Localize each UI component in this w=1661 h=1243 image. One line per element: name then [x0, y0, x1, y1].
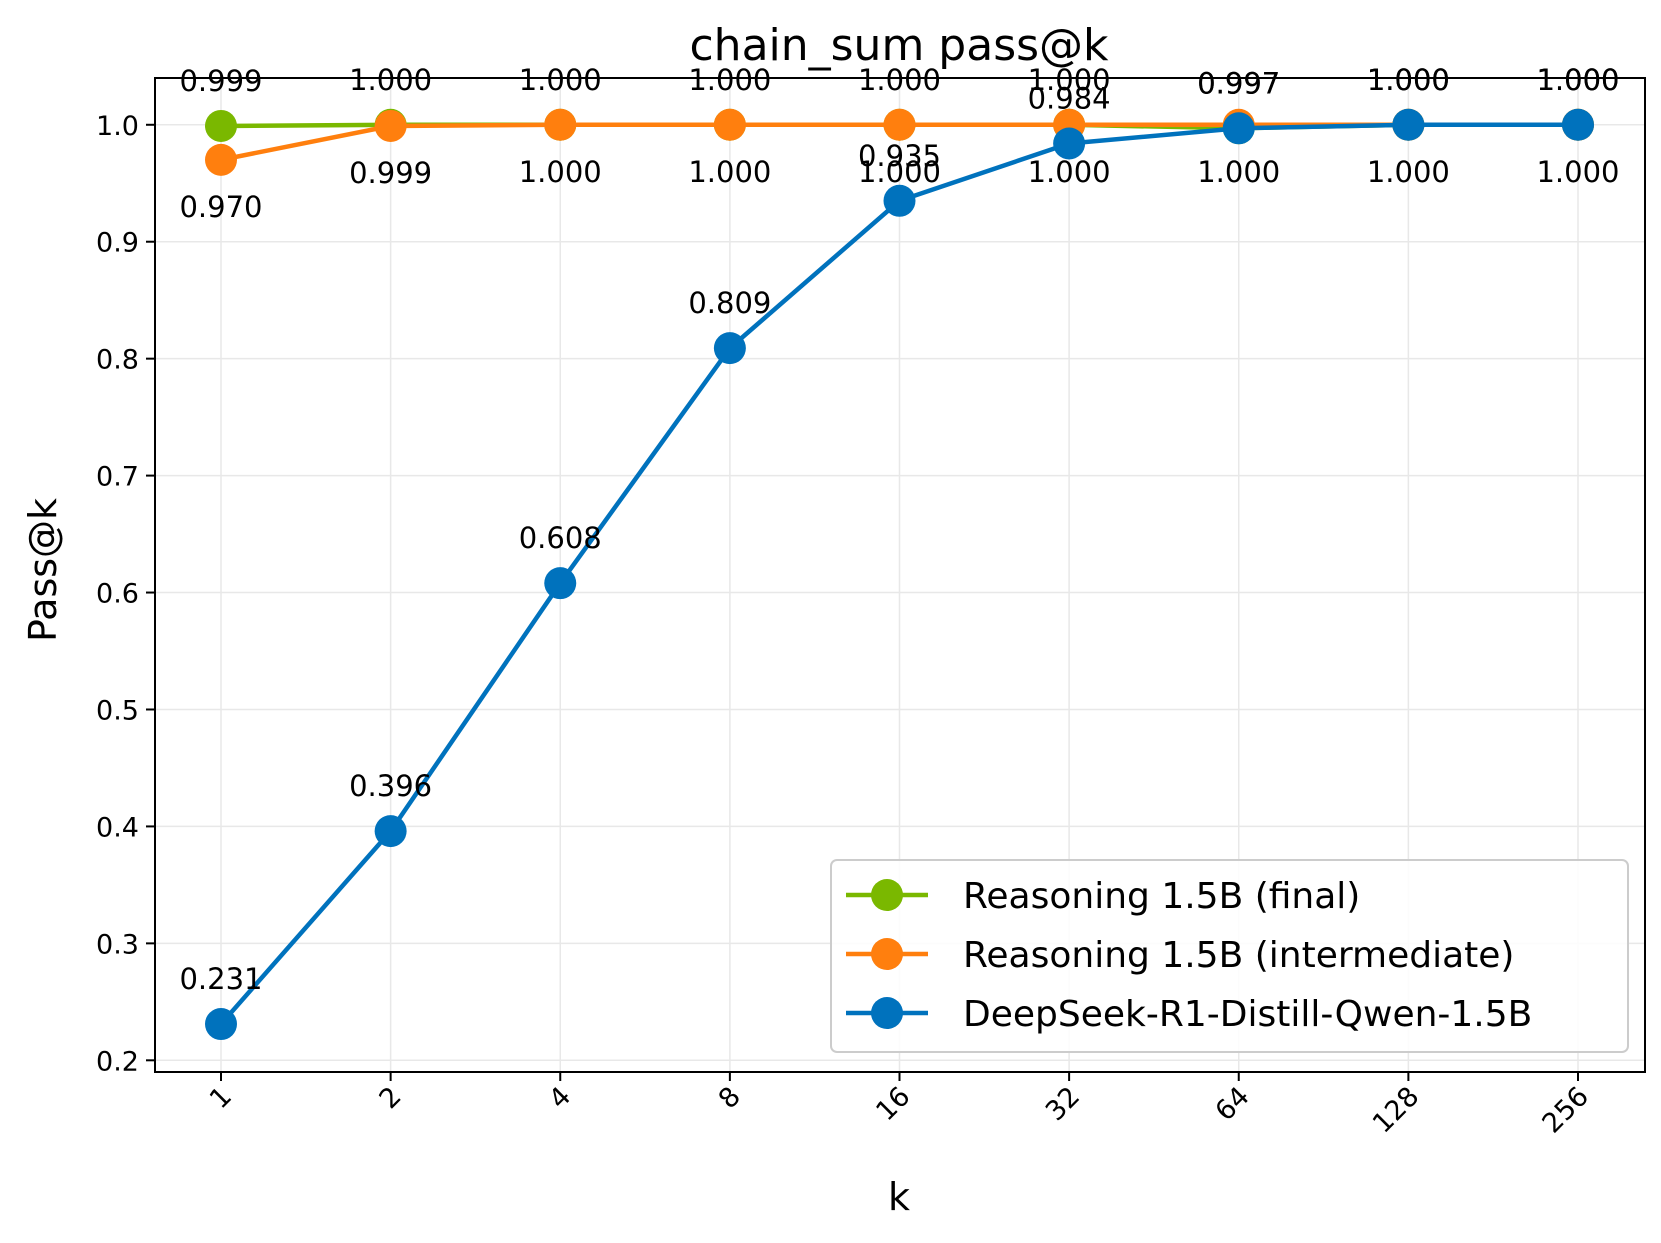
data-label: 1.000	[1028, 155, 1111, 189]
data-point[interactable]	[374, 815, 407, 848]
data-label: 1.000	[1197, 155, 1280, 189]
x-axis-title: k	[888, 1175, 910, 1219]
data-label: 1.000	[1536, 155, 1619, 189]
data-label: 1.000	[858, 155, 941, 189]
data-point[interactable]	[713, 332, 746, 365]
data-point[interactable]	[205, 143, 237, 176]
legend-label: Reasoning 1.5B (final)	[963, 876, 1360, 917]
data-point[interactable]	[544, 567, 577, 600]
data-label: 1.000	[519, 155, 602, 189]
data-label: 1.000	[519, 63, 602, 97]
data-label: 0.984	[1028, 81, 1111, 115]
legend-item[interactable]: Reasoning 1.5B (final)	[846, 876, 1360, 917]
data-point[interactable]	[205, 109, 237, 142]
legend-label: Reasoning 1.5B (intermediate)	[963, 935, 1514, 976]
legend-label: DeepSeek-R1-Distill-Qwen-1.5B	[963, 994, 1532, 1035]
data-label: 0.999	[179, 64, 262, 98]
y-tick-label: 0.5	[96, 695, 139, 726]
data-point[interactable]	[205, 1008, 237, 1041]
data-labels-layer: 0.999 1.000 1.000 1.000 1.000 1.000 0.997 1.000…	[179, 63, 1619, 996]
y-tick-label: 1.0	[96, 111, 139, 142]
data-point[interactable]	[1222, 112, 1255, 145]
data-label: 0.935	[858, 139, 941, 173]
y-tick-label: 0.6	[96, 579, 139, 610]
y-tick-label: 0.8	[96, 345, 139, 376]
legend-marker	[871, 997, 903, 1029]
data-point[interactable]	[1053, 127, 1086, 160]
data-label: 1.000	[1367, 155, 1450, 189]
y-tick-label: 0.9	[96, 228, 139, 259]
legend-box	[830, 859, 1629, 1053]
data-point[interactable]	[883, 108, 916, 141]
data-point[interactable]	[1392, 108, 1425, 141]
data-label: 0.231	[179, 962, 262, 996]
data-label: 1.000	[858, 63, 941, 97]
data-label: 0.396	[349, 769, 432, 803]
legend-item[interactable]: Reasoning 1.5B (intermediate)	[846, 935, 1514, 976]
legend-marker	[871, 938, 903, 970]
data-label: 0.997	[1197, 66, 1280, 100]
y-tick-label: 0.7	[96, 462, 139, 493]
data-label: 1.000	[688, 155, 771, 189]
data-label: 1.000	[349, 63, 432, 97]
y-axis-ticks: 0.2 0.3 0.4 0.5 0.6 0.7 0.8 0.9 1.0	[96, 111, 155, 1077]
data-point[interactable]	[374, 109, 407, 142]
legend: Reasoning 1.5B (final) Reasoning 1.5B (in…	[830, 859, 1629, 1053]
data-label: 0.999	[349, 156, 432, 190]
data-label: 0.809	[688, 286, 771, 320]
data-label: 0.608	[519, 521, 602, 555]
legend-item[interactable]: DeepSeek-R1-Distill-Qwen-1.5B	[846, 994, 1532, 1035]
y-tick-label: 0.3	[96, 929, 139, 960]
data-label: 1.000	[1536, 63, 1619, 97]
data-label: 0.970	[179, 190, 262, 224]
data-label: 1.000	[1028, 63, 1111, 97]
data-label: 1.000	[1367, 63, 1450, 97]
legend-marker	[871, 879, 903, 911]
data-point[interactable]	[713, 108, 746, 141]
data-point[interactable]	[544, 108, 577, 141]
data-point[interactable]	[1562, 108, 1594, 141]
series-3	[205, 108, 1594, 1041]
data-label: 1.000	[1367, 63, 1450, 97]
y-tick-label: 0.2	[96, 1046, 139, 1077]
chart-title: chain_sum pass@k	[689, 20, 1109, 71]
y-tick-label: 0.4	[96, 812, 139, 843]
data-label: 0.997	[1197, 66, 1280, 100]
data-label: 1.000	[688, 63, 771, 97]
y-axis-title: Pass@k	[21, 498, 65, 642]
data-label: 1.000	[1536, 63, 1619, 97]
series-layer	[205, 108, 1594, 1041]
data-point[interactable]	[883, 184, 916, 217]
